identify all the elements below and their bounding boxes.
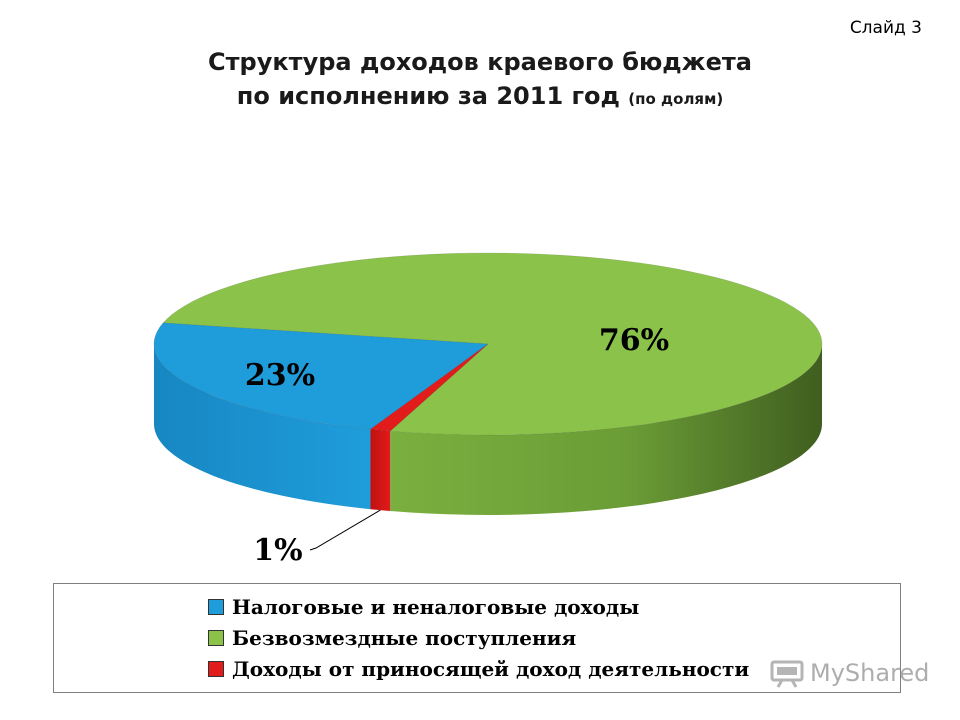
leader-line-income bbox=[309, 509, 381, 551]
title-line-2-text: по исполнению за 2011 год bbox=[236, 82, 620, 110]
pie-chart: 23% 76% 1% bbox=[153, 252, 823, 568]
slide-number: Слайд 3 bbox=[849, 18, 922, 38]
legend-item-grants: Безвозмездные поступления bbox=[208, 623, 576, 653]
legend-swatch-grants bbox=[208, 630, 224, 646]
pie-side-income bbox=[370, 429, 391, 511]
data-label-income: 1% bbox=[253, 533, 302, 568]
legend-item-tax: Налоговые и неналоговые доходы bbox=[208, 592, 639, 622]
projector-icon bbox=[770, 660, 804, 688]
title-line-1: Структура доходов краевого бюджета bbox=[208, 48, 752, 76]
legend-label-tax: Налоговые и неналоговые доходы bbox=[232, 595, 640, 619]
pie-side-grants bbox=[390, 344, 822, 515]
legend-swatch-tax bbox=[208, 599, 224, 615]
pie-slice-grants bbox=[162, 252, 823, 436]
watermark-text: MyShared bbox=[810, 659, 930, 687]
pie-side-tax bbox=[153, 344, 371, 510]
legend-swatch-income bbox=[208, 661, 224, 677]
pie-slice-income bbox=[369, 343, 489, 432]
legend-item-income: Доходы от приносящей доход деятельности bbox=[208, 654, 749, 684]
watermark: MyShared bbox=[770, 655, 929, 691]
title-note: (по долям) bbox=[628, 90, 724, 108]
legend-label-grants: Безвозмездные поступления bbox=[232, 626, 577, 650]
pie-labels: 23% 76% 1% bbox=[245, 323, 669, 568]
legend-label-income: Доходы от приносящей доход деятельности bbox=[232, 657, 750, 681]
pie-tops bbox=[153, 252, 823, 436]
title-line-2: по исполнению за 2011 год (по долям) bbox=[0, 79, 960, 116]
chart-title: Структура доходов краевого бюджета по ис… bbox=[0, 45, 960, 116]
data-label-tax: 23% bbox=[245, 358, 315, 393]
pie-sides bbox=[153, 344, 822, 515]
data-label-grants: 76% bbox=[599, 323, 669, 358]
legend: Налоговые и неналоговые доходы Безвозмез… bbox=[53, 583, 901, 693]
pie-slice-tax bbox=[153, 322, 489, 430]
